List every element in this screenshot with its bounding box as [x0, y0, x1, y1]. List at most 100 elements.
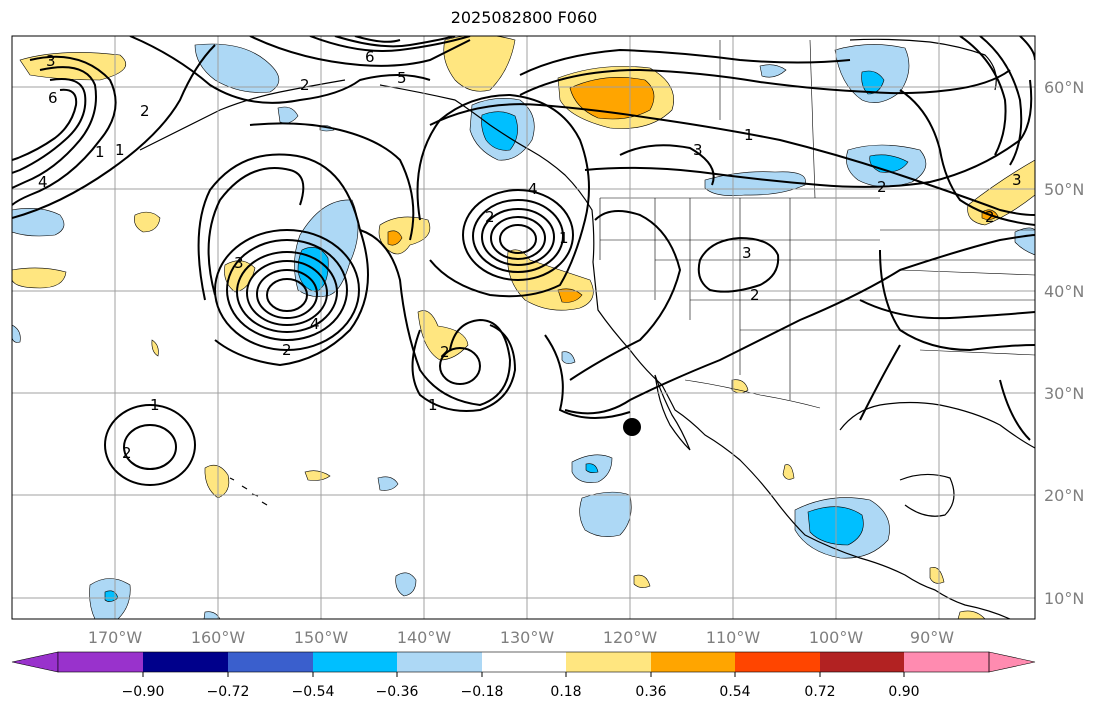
contour-label: 3 — [1012, 171, 1022, 189]
contour-line — [266, 278, 308, 312]
colorbar-bin — [820, 652, 904, 672]
lon-label: 160°W — [191, 628, 246, 647]
contour-label: 2 — [750, 286, 760, 304]
contour-line — [214, 229, 360, 351]
contour-label: 2 — [485, 208, 495, 226]
contour-line — [246, 260, 328, 326]
pos-anomaly-area — [569, 77, 655, 120]
contour-line — [123, 424, 177, 470]
pos-anomaly-area — [957, 610, 986, 619]
contour-label: 1 — [559, 229, 569, 247]
contour-label: 2 — [140, 102, 150, 120]
contour-line — [256, 269, 318, 319]
contour-line — [207, 167, 305, 296]
contour-label: 3 — [693, 141, 703, 159]
baja-coastline — [654, 374, 691, 451]
contour-line — [359, 229, 512, 407]
contour-line — [309, 36, 471, 53]
contour-label: 4 — [310, 315, 320, 333]
lat-label: 10°N — [1044, 589, 1084, 608]
contour-line — [564, 234, 1035, 415]
location-marker — [623, 418, 641, 436]
colorbar-bin — [58, 652, 143, 672]
colorbar-bin — [228, 652, 313, 672]
lat-label: 40°N — [1044, 282, 1084, 301]
pos-anomaly-area — [304, 470, 331, 481]
hudson-bay-coastline — [849, 38, 997, 91]
contour-label: 6 — [365, 48, 375, 66]
contour-line — [499, 224, 537, 254]
lon-label: 100°W — [809, 628, 864, 647]
contour-line — [12, 88, 78, 161]
pos-anomaly-area — [12, 267, 67, 289]
contour-label: 2 — [440, 343, 450, 361]
contour-label: 2 — [122, 444, 132, 462]
contour-line — [859, 344, 901, 421]
pos-anomaly-area — [204, 464, 230, 499]
pos-anomaly-area — [151, 339, 159, 357]
contour-line — [859, 299, 1035, 320]
colorbar-bin — [735, 652, 820, 672]
map-frame — [11, 35, 1036, 620]
contour-label: 3 — [742, 244, 752, 262]
contour-line — [249, 36, 471, 67]
pos-anomaly-area — [633, 574, 651, 588]
contour-line — [697, 236, 780, 293]
colorbar-bin — [397, 652, 482, 672]
contour-line — [249, 122, 415, 241]
graticule — [12, 36, 1035, 619]
neg-anomaly-area — [704, 171, 806, 196]
contour-line — [12, 66, 97, 189]
colorbar-tick-label: −0.36 — [376, 684, 419, 700]
neg-anomaly-area — [395, 572, 417, 597]
colorbar-extend-low — [11, 651, 59, 673]
lat-label: 50°N — [1044, 180, 1084, 199]
lon-label: 170°W — [88, 628, 143, 647]
colorbar-tick-label: −0.18 — [461, 684, 504, 700]
contour-label: 6 — [48, 89, 58, 107]
contour-line — [12, 55, 117, 206]
coastlines — [139, 38, 1035, 619]
contour-line — [129, 36, 431, 104]
contour-line — [226, 239, 348, 341]
neg-anomaly-area — [12, 324, 21, 343]
contour-line — [197, 153, 369, 367]
neg-anomaly-area — [585, 463, 599, 473]
pos-anomaly-area — [557, 288, 583, 303]
colorbar-tick-label: 0.18 — [550, 684, 581, 700]
neg-anomaly-area — [203, 611, 221, 619]
contour-label: 2 — [300, 76, 310, 94]
colorbar-tick-label: 0.54 — [719, 684, 750, 700]
colorbar-tick-label: 0.36 — [635, 684, 666, 700]
colorbar-tick-label: 0.90 — [888, 684, 919, 700]
pos-anomaly-area — [929, 567, 945, 584]
colorbar-bin — [313, 652, 397, 672]
political-borders — [599, 39, 1035, 409]
lon-label: 150°W — [294, 628, 349, 647]
contour-line — [462, 189, 574, 281]
contour-line — [959, 36, 1007, 156]
contour-line — [979, 36, 1023, 166]
pos-anomaly-area — [731, 379, 749, 394]
contour-line — [569, 210, 682, 381]
neg-anomaly-area — [579, 491, 632, 537]
pos-anomaly-area — [782, 464, 795, 480]
colorbar-extend-high — [988, 651, 1036, 673]
contour-label-group: 1 2 3 4 5 6 2 1 3 2 1 4 2 2 1 3 2 1 4 2 … — [38, 48, 1022, 462]
colorbar-bin — [482, 652, 566, 672]
lon-label: 140°W — [397, 628, 452, 647]
contour-label: 2 — [282, 341, 292, 359]
colorbar-frame — [57, 651, 990, 673]
contour-label: 1 — [150, 396, 160, 414]
contour-line — [439, 347, 481, 385]
contour-label: 1 — [744, 126, 754, 144]
gulf-of-mexico-coastline — [839, 401, 1035, 449]
lat-label: 30°N — [1044, 384, 1084, 403]
pos-anomaly-area — [134, 211, 161, 233]
contour-line — [12, 78, 87, 174]
lat-label: 20°N — [1044, 486, 1084, 505]
contour-line — [544, 334, 631, 420]
colorbar-bin — [904, 652, 989, 672]
contour-label: 4 — [528, 180, 538, 198]
contour-label: 3 — [46, 52, 56, 70]
